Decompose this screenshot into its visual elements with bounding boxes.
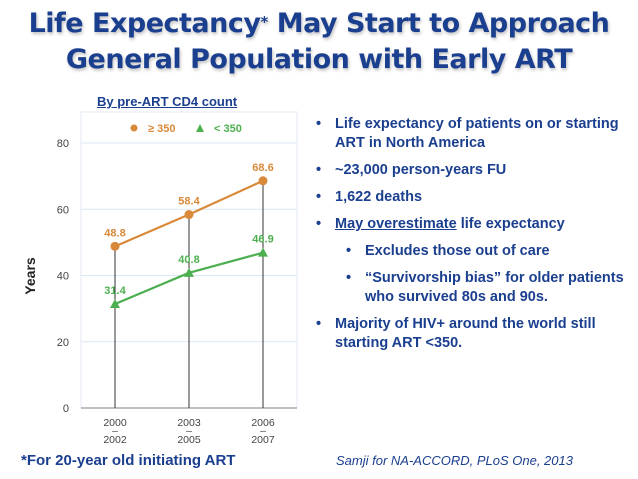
footnote: *For 20-year old initiating ART bbox=[21, 452, 236, 469]
x-tick-label: – bbox=[186, 425, 192, 437]
x-tick-label: – bbox=[112, 425, 118, 437]
legend-label: ≥ 350 bbox=[148, 123, 175, 135]
bullet-item: “Survivorship bias” for older patients w… bbox=[343, 269, 633, 307]
x-tick-label: 2007 bbox=[251, 434, 275, 446]
title-line-1: Life Expectancy* May Start to Approach bbox=[28, 8, 610, 39]
legend-marker-circle bbox=[130, 124, 138, 132]
x-tick-label: 2000 bbox=[103, 417, 127, 429]
data-label: 68.6 bbox=[252, 162, 273, 174]
bullet-underlined-text: May overestimate bbox=[335, 216, 457, 232]
data-point bbox=[258, 247, 268, 257]
y-axis-label: Years bbox=[22, 257, 38, 295]
y-tick-label: 0 bbox=[63, 403, 69, 415]
bullet-item: Excludes those out of care bbox=[343, 242, 633, 261]
bullet-text: Majority of HIV+ around the world still … bbox=[335, 316, 596, 351]
title-asterisk: * bbox=[260, 13, 268, 31]
data-label: 40.8 bbox=[178, 254, 199, 266]
legend-marker-triangle bbox=[196, 124, 204, 132]
data-label: 48.8 bbox=[104, 227, 125, 239]
bullet-item: 1,622 deaths bbox=[313, 188, 633, 207]
bullet-text: Life expectancy of patients on or starti… bbox=[335, 116, 619, 151]
data-point bbox=[184, 210, 194, 220]
legend-label: < 350 bbox=[214, 123, 242, 135]
title-line-2: General Population with Early ART bbox=[65, 44, 573, 75]
data-label: 31.4 bbox=[104, 285, 126, 297]
bullet-text: 1,622 deaths bbox=[335, 189, 423, 205]
bullet-item: Life expectancy of patients on or starti… bbox=[313, 115, 633, 153]
bullet-text: Excludes those out of care bbox=[365, 243, 550, 259]
life-expectancy-chart: 020406080Years2000–20022003–20052006–200… bbox=[22, 111, 298, 446]
y-tick-label: 80 bbox=[57, 138, 69, 150]
data-point bbox=[110, 241, 120, 251]
bullet-item: Majority of HIV+ around the world still … bbox=[313, 315, 633, 353]
y-tick-label: 20 bbox=[57, 337, 69, 349]
bullet-item: ~23,000 person-years FU bbox=[313, 161, 633, 180]
bullet-item: May overestimate life expectancy bbox=[313, 215, 633, 234]
chart-subtitle: By pre-ART CD4 count bbox=[97, 94, 238, 109]
x-tick-label: 2002 bbox=[103, 434, 127, 446]
citation: Samji for NA-ACCORD, PLoS One, 2013 bbox=[336, 453, 573, 468]
data-label: 46.9 bbox=[252, 234, 273, 246]
bullet-text: ~23,000 person-years FU bbox=[335, 162, 507, 178]
y-tick-label: 40 bbox=[57, 271, 69, 283]
bullet-list: Life expectancy of patients on or starti… bbox=[313, 115, 633, 361]
data-point bbox=[184, 267, 194, 277]
x-tick-label: 2005 bbox=[177, 434, 201, 446]
x-tick-label: 2003 bbox=[177, 417, 201, 429]
x-tick-label: – bbox=[260, 425, 266, 437]
x-tick-label: 2006 bbox=[251, 417, 275, 429]
data-point bbox=[110, 298, 120, 308]
data-point bbox=[258, 176, 268, 186]
y-tick-label: 60 bbox=[57, 204, 69, 216]
bullet-text: life expectancy bbox=[456, 216, 565, 232]
slide-title: Life Expectancy* May Start to Approach G… bbox=[0, 6, 638, 78]
data-label: 58.4 bbox=[178, 196, 200, 208]
bullet-text: “Survivorship bias” for older patients w… bbox=[365, 270, 624, 305]
